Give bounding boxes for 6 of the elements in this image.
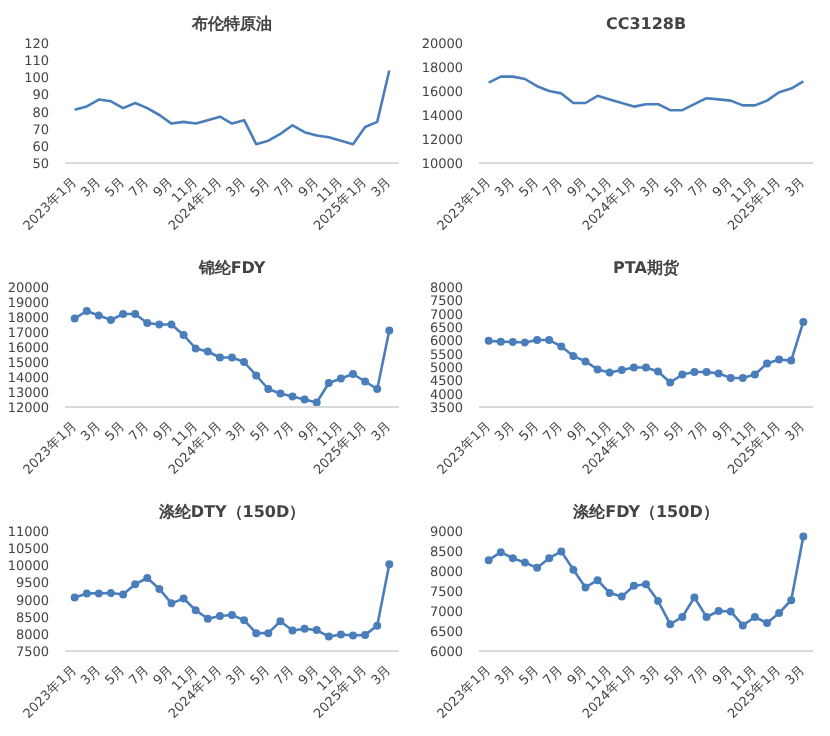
chart-title: CC3128B	[605, 15, 687, 33]
chart-title: 布伦特原油	[190, 15, 272, 33]
chart-title: 涤纶FDY（150D）	[571, 503, 719, 521]
chart-title: 涤纶DTY（150D）	[156, 503, 306, 521]
chart-title: PTA期货	[613, 259, 681, 277]
chart-title: 锦纶FDY	[196, 259, 266, 277]
